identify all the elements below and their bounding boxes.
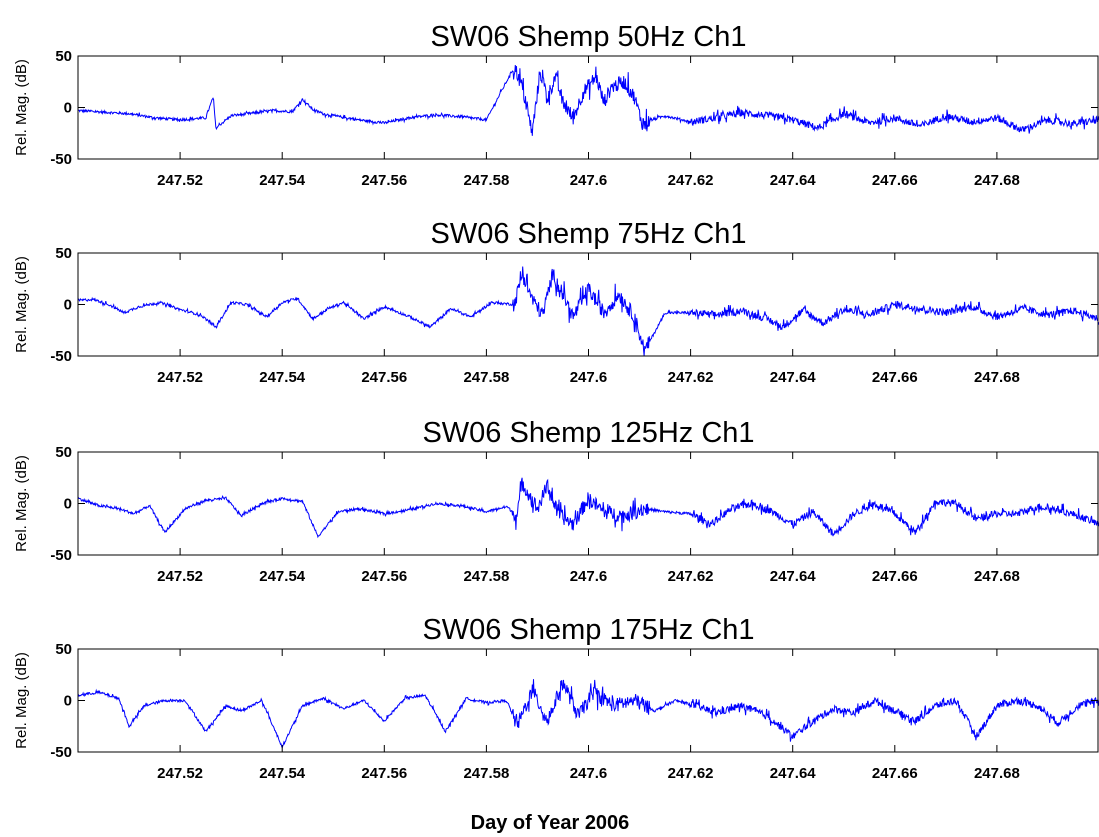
x-tick-label: 247.56 <box>361 568 407 585</box>
y-tick-label: 50 <box>55 245 72 262</box>
subplot-title: SW06 Shemp 75Hz Ch1 <box>431 218 747 250</box>
y-tick-label: 0 <box>64 297 72 314</box>
x-tick-label: 247.58 <box>463 568 509 585</box>
y-axis-label: Rel. Mag. (dB) <box>13 652 30 749</box>
y-axis-label: Rel. Mag. (dB) <box>13 256 30 353</box>
x-tick-label: 247.62 <box>668 765 714 782</box>
x-tick-label: 247.62 <box>668 369 714 386</box>
x-tick-label: 247.68 <box>974 765 1020 782</box>
x-tick-label: 247.58 <box>463 172 509 189</box>
x-tick-label: 247.54 <box>259 765 306 782</box>
y-tick-label: 0 <box>64 496 72 513</box>
y-tick-label: 0 <box>64 693 72 710</box>
x-tick-label: 247.66 <box>872 369 918 386</box>
x-axis-label: Day of Year 2006 <box>471 812 630 834</box>
x-tick-label: 247.68 <box>974 172 1020 189</box>
x-tick-label: 247.64 <box>770 369 817 386</box>
y-axis-label: Rel. Mag. (dB) <box>13 59 30 156</box>
x-tick-label: 247.52 <box>157 172 203 189</box>
y-tick-label: -50 <box>50 348 72 365</box>
y-tick-label: 0 <box>64 100 72 117</box>
x-tick-label: 247.58 <box>463 765 509 782</box>
series-line <box>78 477 1099 539</box>
plot-frame <box>77 55 1099 160</box>
y-tick-label: 50 <box>55 444 72 461</box>
x-tick-label: 247.54 <box>259 369 306 386</box>
y-tick-label: 50 <box>55 641 72 658</box>
subplot-title: SW06 Shemp 125Hz Ch1 <box>422 417 754 449</box>
x-tick-label: 247.56 <box>361 369 407 386</box>
x-tick-label: 247.66 <box>872 568 918 585</box>
x-tick-label: 247.52 <box>157 369 203 386</box>
subplot-title: SW06 Shemp 50Hz Ch1 <box>431 21 747 53</box>
x-tick-label: 247.64 <box>770 172 817 189</box>
subplot-title: SW06 Shemp 175Hz Ch1 <box>422 614 754 646</box>
subplot-4: SW06 Shemp 175Hz Ch1 Rel. Mag. (dB) 247.52… <box>13 614 1099 782</box>
x-tick-label: 247.58 <box>463 369 509 386</box>
subplot-3: SW06 Shemp 125Hz Ch1 Rel. Mag. (dB) 247.52… <box>13 417 1099 585</box>
x-tick-label: 247.68 <box>974 369 1020 386</box>
x-tick-label: 247.6 <box>570 568 608 585</box>
x-tick-label: 247.66 <box>872 765 918 782</box>
subplot-1: SW06 Shemp 50Hz Ch1 Rel. Mag. (dB) 247.52 2… <box>13 21 1099 189</box>
subplot-grid: SW06 Shemp 50Hz Ch1 Rel. Mag. (dB) 247.52 2… <box>13 21 1099 782</box>
x-tick-label: 247.56 <box>361 172 407 189</box>
x-tick-label: 247.64 <box>770 765 817 782</box>
y-tick-label: -50 <box>50 744 72 761</box>
y-axis-label: Rel. Mag. (dB) <box>13 455 30 552</box>
y-tick-label: 50 <box>55 48 72 65</box>
x-tick-label: 247.62 <box>668 172 714 189</box>
x-tick-label: 247.6 <box>570 172 608 189</box>
x-tick-label: 247.66 <box>872 172 918 189</box>
x-tick-label: 247.56 <box>361 765 407 782</box>
x-tick-label: 247.64 <box>770 568 817 585</box>
x-tick-label: 247.54 <box>259 568 306 585</box>
x-tick-label: 247.54 <box>259 172 306 189</box>
x-tick-label: 247.52 <box>157 765 203 782</box>
y-tick-label: -50 <box>50 547 72 564</box>
x-tick-label: 247.52 <box>157 568 203 585</box>
subplot-2: SW06 Shemp 75Hz Ch1 Rel. Mag. (dB) 247.52 2… <box>13 218 1099 386</box>
y-tick-label: -50 <box>50 151 72 168</box>
x-tick-label: 247.6 <box>570 765 608 782</box>
x-tick-label: 247.6 <box>570 369 608 386</box>
series-line <box>77 64 1099 136</box>
x-tick-label: 247.62 <box>668 568 714 585</box>
series-line <box>77 679 1099 749</box>
x-tick-label: 247.68 <box>974 568 1020 585</box>
series-line <box>77 266 1099 357</box>
